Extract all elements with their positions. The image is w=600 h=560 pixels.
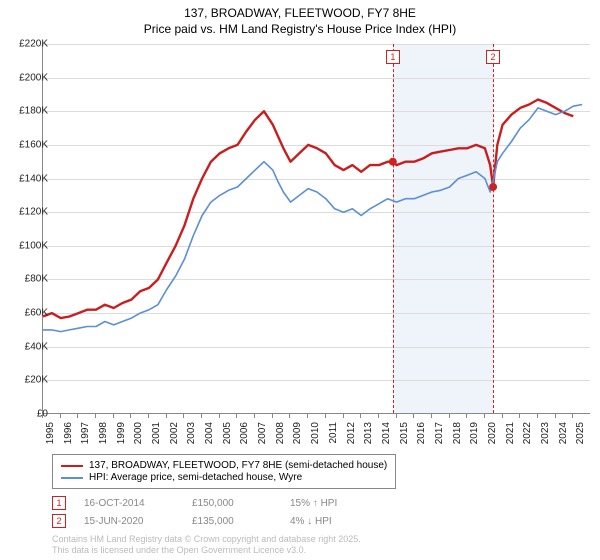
detail-hpi-delta: 4% ↓ HPI xyxy=(290,516,332,527)
title-subtitle: Price paid vs. HM Land Registry's House … xyxy=(0,22,600,38)
sale-detail-row: 2 15-JUN-2020 £135,000 4% ↓ HPI xyxy=(52,514,572,528)
x-axis-label: 2002 xyxy=(169,422,180,444)
legend-swatch xyxy=(61,477,83,479)
x-axis-label: 2013 xyxy=(363,422,374,444)
legend: 137, BROADWAY, FLEETWOOD, FY7 8HE (semi-… xyxy=(52,454,396,489)
plot-area: 12 xyxy=(42,44,590,414)
x-axis-label: 1995 xyxy=(45,422,56,444)
x-axis-label: 2017 xyxy=(434,422,445,444)
data-point xyxy=(389,158,397,166)
x-axis-label: 2005 xyxy=(222,422,233,444)
x-axis-label: 2001 xyxy=(151,422,162,444)
y-axis-label: £80K xyxy=(4,274,48,285)
detail-date: 16-OCT-2014 xyxy=(84,498,174,509)
x-axis-label: 2023 xyxy=(540,422,551,444)
footer-line2: This data is licensed under the Open Gov… xyxy=(52,545,361,556)
x-axis-label: 1998 xyxy=(98,422,109,444)
legend-row: 137, BROADWAY, FLEETWOOD, FY7 8HE (semi-… xyxy=(61,460,387,471)
sale-details: 1 16-OCT-2014 £150,000 15% ↑ HPI 2 15-JUN-202… xyxy=(52,496,572,532)
y-axis-label: £160K xyxy=(4,139,48,150)
detail-price: £135,000 xyxy=(192,516,272,527)
series-line xyxy=(43,105,582,332)
footer-line1: Contains HM Land Registry data © Crown c… xyxy=(52,534,361,545)
y-axis-label: £140K xyxy=(4,173,48,184)
x-axis-label: 2004 xyxy=(204,422,215,444)
x-axis-label: 2025 xyxy=(575,422,586,444)
x-axis-label: 1996 xyxy=(63,422,74,444)
x-axis-label: 2011 xyxy=(328,422,339,444)
x-axis-label: 2010 xyxy=(310,422,321,444)
x-axis-label: 2021 xyxy=(505,422,516,444)
x-axis-label: 2014 xyxy=(381,422,392,444)
detail-index: 2 xyxy=(52,514,66,528)
sale-detail-row: 1 16-OCT-2014 £150,000 15% ↑ HPI xyxy=(52,496,572,510)
y-axis-label: £220K xyxy=(4,39,48,50)
x-axis-label: 2006 xyxy=(239,422,250,444)
y-axis-label: £40K xyxy=(4,341,48,352)
legend-label: HPI: Average price, semi-detached house,… xyxy=(89,472,302,483)
x-axis-label: 2024 xyxy=(558,422,569,444)
x-axis-label: 2018 xyxy=(452,422,463,444)
x-axis-label: 2015 xyxy=(399,422,410,444)
chart-title: 137, BROADWAY, FLEETWOOD, FY7 8HE Price … xyxy=(0,0,600,37)
title-address: 137, BROADWAY, FLEETWOOD, FY7 8HE xyxy=(0,6,600,22)
detail-date: 15-JUN-2020 xyxy=(84,516,174,527)
detail-hpi-delta: 15% ↑ HPI xyxy=(290,498,337,509)
x-axis-label: 1997 xyxy=(80,422,91,444)
x-axis-label: 1999 xyxy=(116,422,127,444)
footer-attribution: Contains HM Land Registry data © Crown c… xyxy=(52,534,361,556)
detail-price: £150,000 xyxy=(192,498,272,509)
y-axis-label: £100K xyxy=(4,240,48,251)
y-axis-label: £20K xyxy=(4,375,48,386)
x-axis-label: 2022 xyxy=(522,422,533,444)
chart-lines xyxy=(43,44,590,413)
x-axis-label: 2007 xyxy=(257,422,268,444)
data-point xyxy=(489,183,497,191)
x-axis-label: 2020 xyxy=(487,422,498,444)
x-axis-label: 2019 xyxy=(469,422,480,444)
y-axis-label: £180K xyxy=(4,106,48,117)
legend-row: HPI: Average price, semi-detached house,… xyxy=(61,472,387,483)
x-axis-label: 2016 xyxy=(416,422,427,444)
series-line xyxy=(43,100,573,319)
x-axis-label: 2000 xyxy=(133,422,144,444)
y-axis-label: £120K xyxy=(4,207,48,218)
x-axis-label: 2012 xyxy=(346,422,357,444)
x-axis-label: 2008 xyxy=(275,422,286,444)
y-axis-label: £60K xyxy=(4,308,48,319)
detail-index: 1 xyxy=(52,496,66,510)
y-axis-label: £200K xyxy=(4,72,48,83)
x-axis-label: 2009 xyxy=(292,422,303,444)
x-axis-label: 2003 xyxy=(186,422,197,444)
legend-label: 137, BROADWAY, FLEETWOOD, FY7 8HE (semi-… xyxy=(89,460,387,471)
legend-swatch xyxy=(61,465,83,467)
